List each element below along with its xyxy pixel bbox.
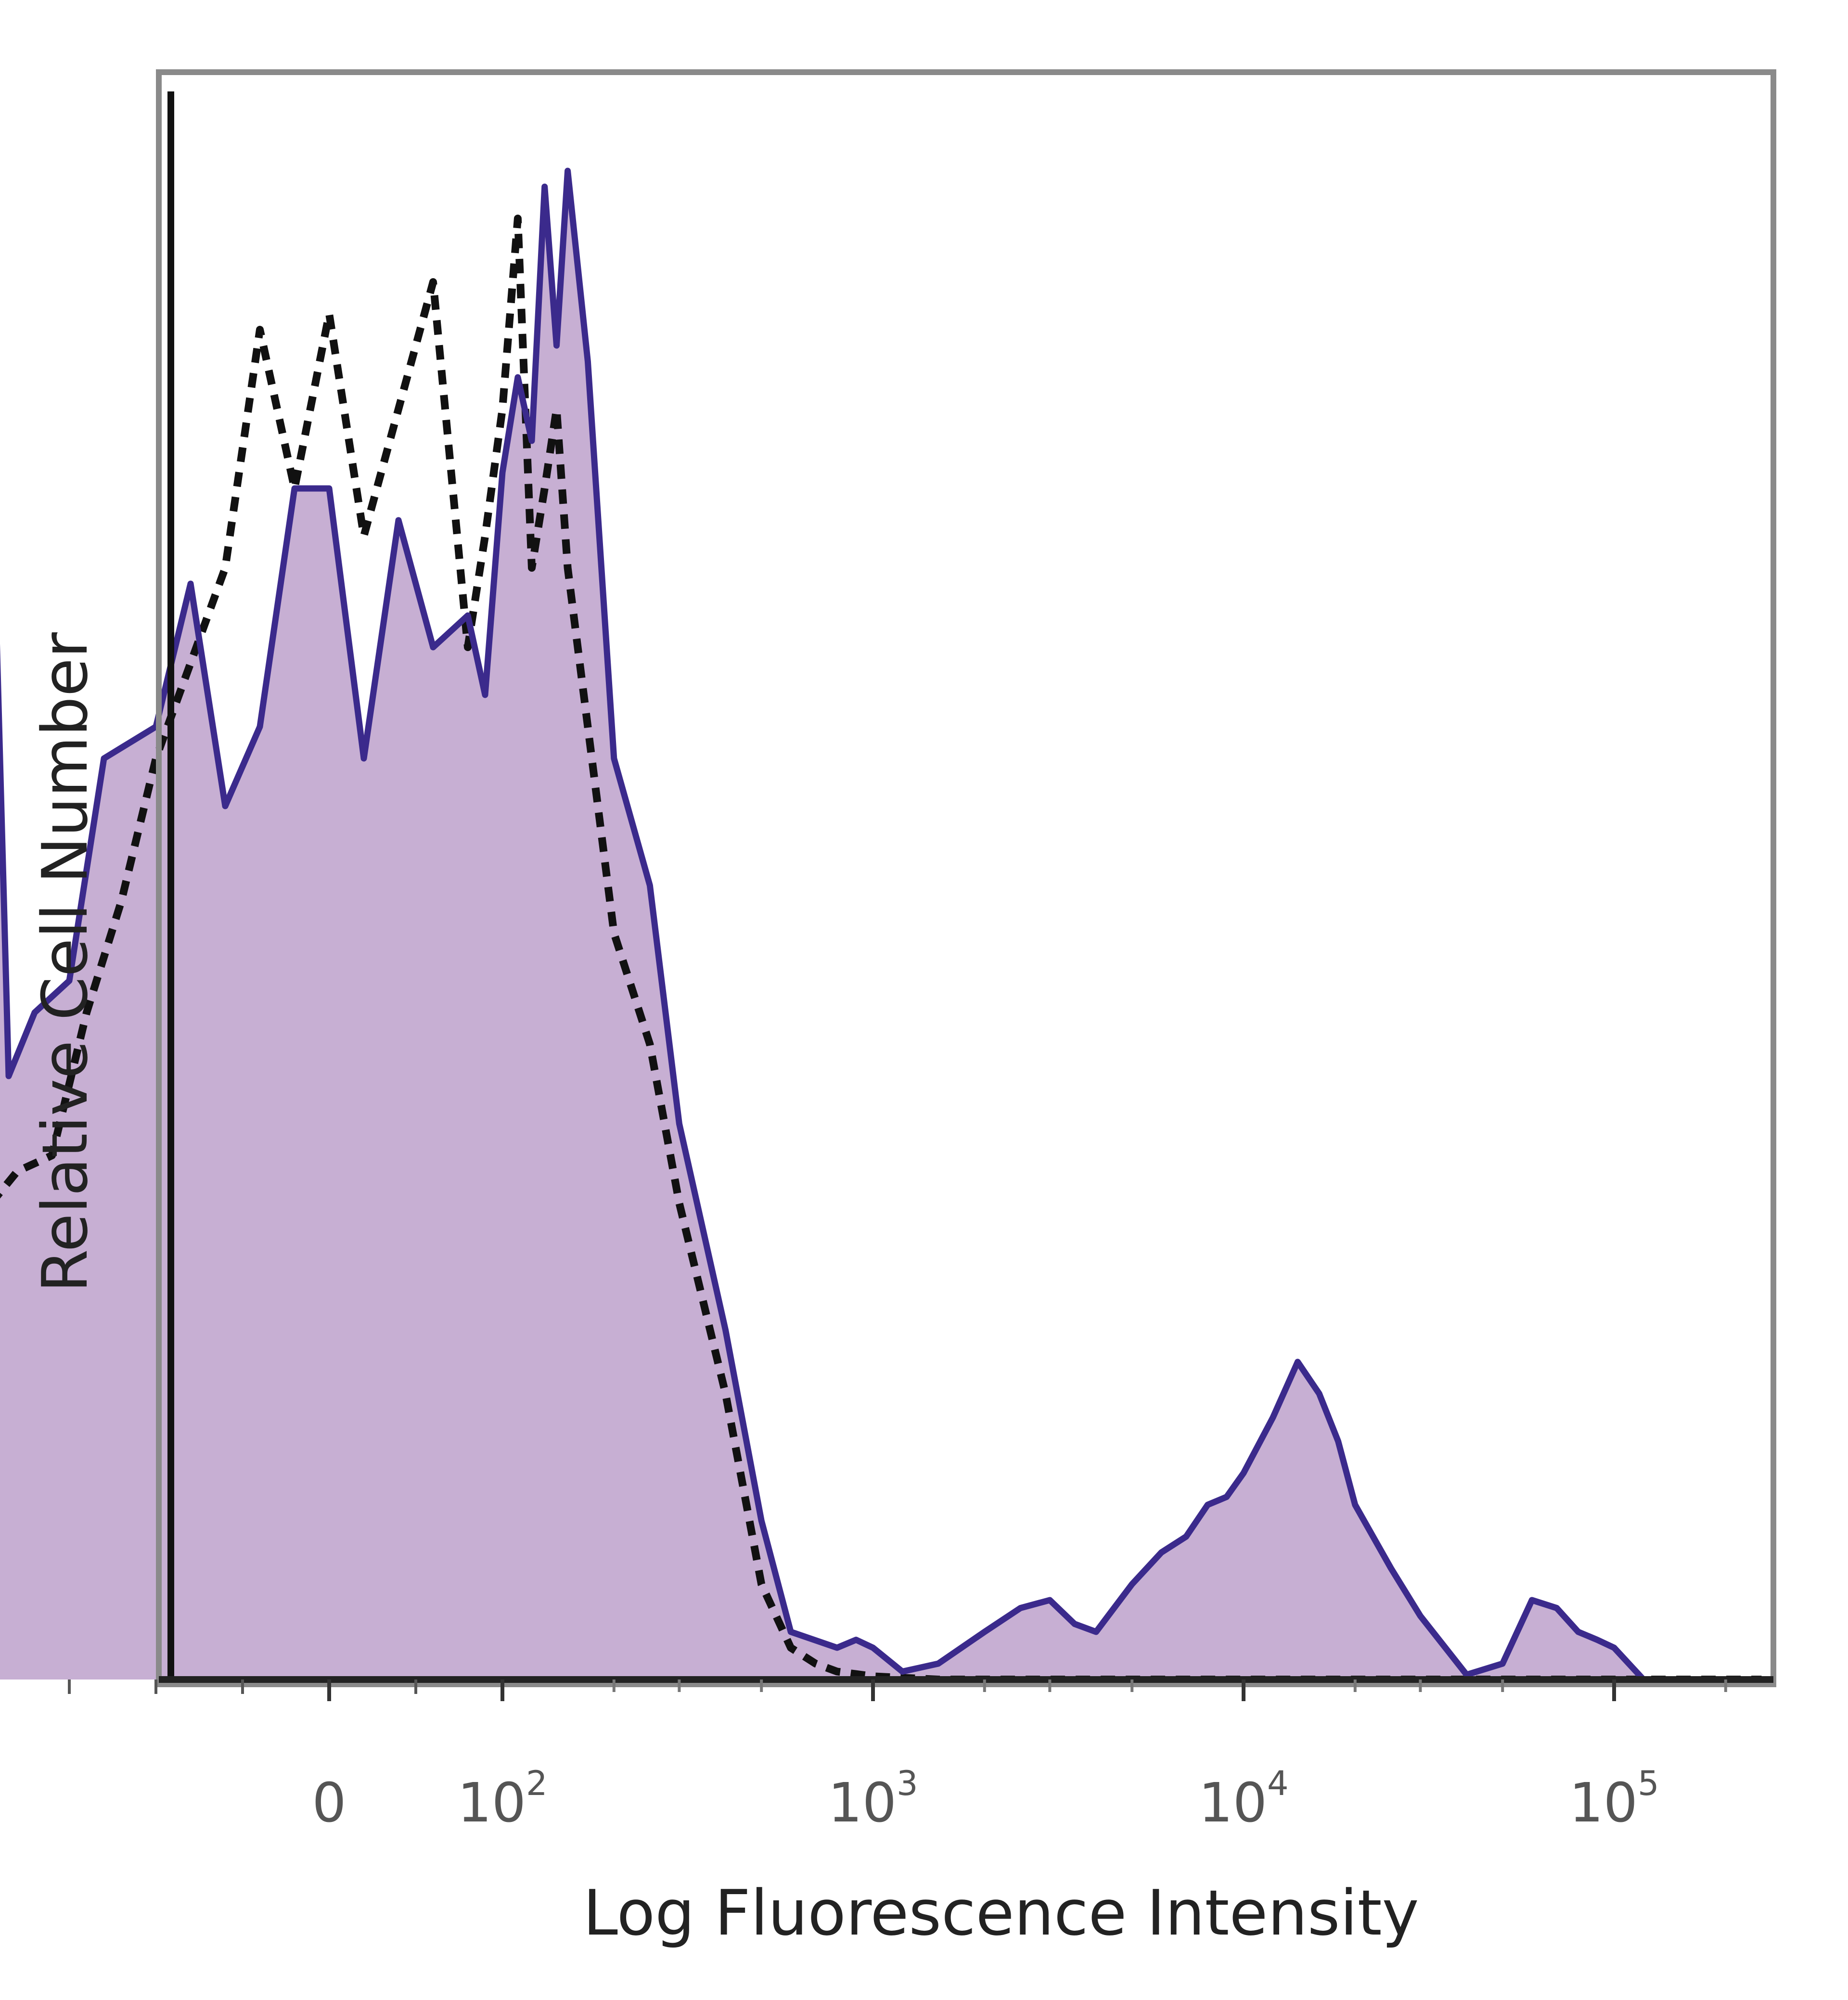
x-tick-label: 105 (1569, 1764, 1659, 1834)
x-tick-layer: 0 102 103 104 105 (68, 1679, 1727, 1834)
x-tick-label: 103 (828, 1764, 918, 1834)
x-tick-label: 104 (1198, 1764, 1288, 1834)
x-axis-label: Log Fluorescence Intensity (583, 1876, 1419, 1949)
series-0-fill-area (0, 171, 1762, 1679)
x-tick-label: 0 (312, 1772, 346, 1834)
x-tick-label: 102 (457, 1764, 547, 1834)
y-axis-label: Relative Cell Number (28, 632, 102, 1293)
plot-frame (156, 69, 1776, 1687)
series-0-line (0, 167, 1762, 1683)
